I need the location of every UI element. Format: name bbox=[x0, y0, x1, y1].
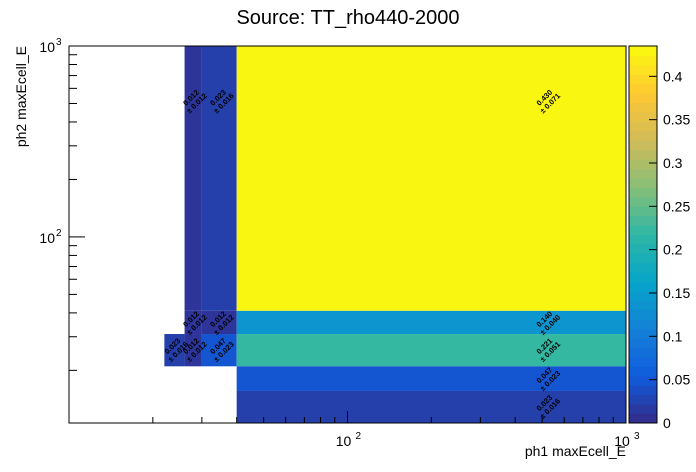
chart-title: Source: TT_rho440-2000 bbox=[236, 7, 459, 29]
colorbar-band bbox=[629, 309, 657, 320]
colorbar-band bbox=[629, 404, 657, 415]
colorbar-band bbox=[629, 243, 657, 254]
colorbar-band bbox=[629, 74, 657, 85]
heatmap-cell bbox=[236, 334, 626, 367]
x-tick-label: 10 bbox=[336, 433, 352, 449]
heatmap-cell bbox=[164, 334, 185, 367]
colorbar-band bbox=[629, 338, 657, 349]
y-tick-label: 10 bbox=[39, 39, 55, 55]
colorbar-band bbox=[629, 55, 657, 66]
colorbar-band bbox=[629, 413, 657, 424]
x-tick-label: 10 bbox=[614, 433, 630, 449]
z-tick-label: 0.3 bbox=[663, 155, 683, 171]
z-tick-label: 0.2 bbox=[663, 242, 683, 258]
colorbar-band bbox=[629, 357, 657, 367]
colorbar-band bbox=[629, 159, 657, 170]
y-axis-label: ph2 maxEcell_E bbox=[13, 46, 29, 147]
x-axis-label: ph1 maxEcell_E bbox=[525, 443, 626, 459]
colorbar-band bbox=[629, 262, 657, 273]
colorbar-band bbox=[629, 46, 657, 56]
heatmap-cell bbox=[236, 46, 626, 311]
colorbar-band bbox=[629, 93, 657, 104]
colorbar-band bbox=[629, 253, 657, 264]
y-tick-label: 10 bbox=[39, 230, 55, 246]
z-tick-label: 0.1 bbox=[663, 328, 683, 344]
heatmap-cell bbox=[201, 334, 237, 367]
colorbar-band bbox=[629, 328, 657, 339]
colorbar-band bbox=[629, 102, 657, 113]
colorbar-band bbox=[629, 291, 657, 301]
z-tick-label: 0.4 bbox=[663, 68, 683, 84]
heatmap-cell bbox=[236, 366, 626, 391]
colorbar-band bbox=[629, 121, 657, 132]
colorbar-band bbox=[629, 64, 657, 75]
heatmap-cell bbox=[201, 310, 237, 335]
colorbar-band bbox=[629, 196, 657, 207]
colorbar-band bbox=[629, 319, 657, 330]
heatmap-cell bbox=[184, 310, 202, 335]
colorbar-band bbox=[629, 347, 657, 358]
colorbar-band bbox=[629, 375, 657, 386]
z-tick-label: 0.15 bbox=[663, 285, 690, 301]
heatmap-cell bbox=[201, 46, 237, 311]
heatmap-cell bbox=[236, 310, 626, 335]
z-tick-label: 0 bbox=[663, 415, 671, 431]
heatmap-cell bbox=[184, 46, 202, 311]
colorbar-band bbox=[629, 272, 657, 283]
y-tick-exponent: 2 bbox=[56, 228, 62, 239]
z-tick-label: 0.05 bbox=[663, 372, 690, 388]
colorbar-band bbox=[629, 300, 657, 311]
x-tick-exponent: 3 bbox=[634, 431, 640, 442]
colorbar-band bbox=[629, 366, 657, 377]
colorbar-frame bbox=[628, 45, 658, 424]
colorbar-band bbox=[629, 130, 657, 141]
colorbar-band bbox=[629, 234, 657, 245]
colorbar-band bbox=[629, 187, 657, 198]
colorbar-band bbox=[629, 394, 657, 405]
colorbar-band bbox=[629, 215, 657, 226]
y-tick-exponent: 3 bbox=[56, 37, 62, 48]
colorbar-band bbox=[629, 206, 657, 217]
z-tick-label: 0.25 bbox=[663, 198, 690, 214]
colorbar-band bbox=[629, 149, 657, 160]
colorbar-band bbox=[629, 281, 657, 292]
heatmap-cell bbox=[184, 334, 202, 367]
colorbar-band bbox=[629, 385, 657, 396]
colorbar-band bbox=[629, 177, 657, 188]
x-tick-exponent: 2 bbox=[356, 431, 362, 442]
z-tick-label: 0.35 bbox=[663, 112, 690, 128]
colorbar-band bbox=[629, 83, 657, 94]
colorbar-band bbox=[629, 111, 657, 122]
colorbar-band bbox=[629, 225, 657, 235]
colorbar-band bbox=[629, 140, 657, 151]
colorbar-band bbox=[629, 168, 657, 179]
